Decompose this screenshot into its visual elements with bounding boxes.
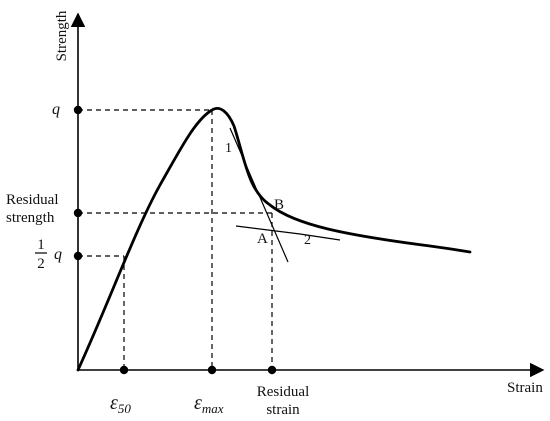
label-residual-strain-1: Residual (257, 384, 310, 400)
annotation-tangent-1: 1 (225, 141, 232, 156)
annotation-point-b: B (274, 197, 284, 213)
label-residual-strength-1: Residual (6, 192, 59, 208)
label-half-numerator: 1 (37, 237, 45, 253)
x-dot-eps50 (119, 365, 129, 375)
y-dot-residual-strength (73, 208, 83, 218)
x-axis-label: Strain (507, 380, 543, 396)
label-half-q: q (54, 246, 62, 263)
y-axis-label: Strength (54, 10, 70, 61)
label-epsmax: εmax (194, 392, 224, 416)
tangent-line-1 (229, 127, 289, 263)
annotation-point-a: A (257, 231, 268, 247)
x-dot-residual-strain (267, 365, 277, 375)
stress-strain-curve (76, 107, 472, 372)
label-half-denominator: 2 (37, 256, 45, 272)
label-residual-strength-2: strength (6, 210, 55, 226)
label-q: q (52, 101, 60, 118)
label-eps50: ε50 (110, 392, 131, 416)
x-dot-epsmax (207, 365, 217, 375)
label-residual-strain-2: strain (266, 402, 300, 418)
y-dot-half-q (73, 251, 83, 261)
tangent-line-2 (235, 225, 341, 241)
y-dot-q (73, 105, 83, 115)
annotation-tangent-2: 2 (304, 233, 311, 248)
